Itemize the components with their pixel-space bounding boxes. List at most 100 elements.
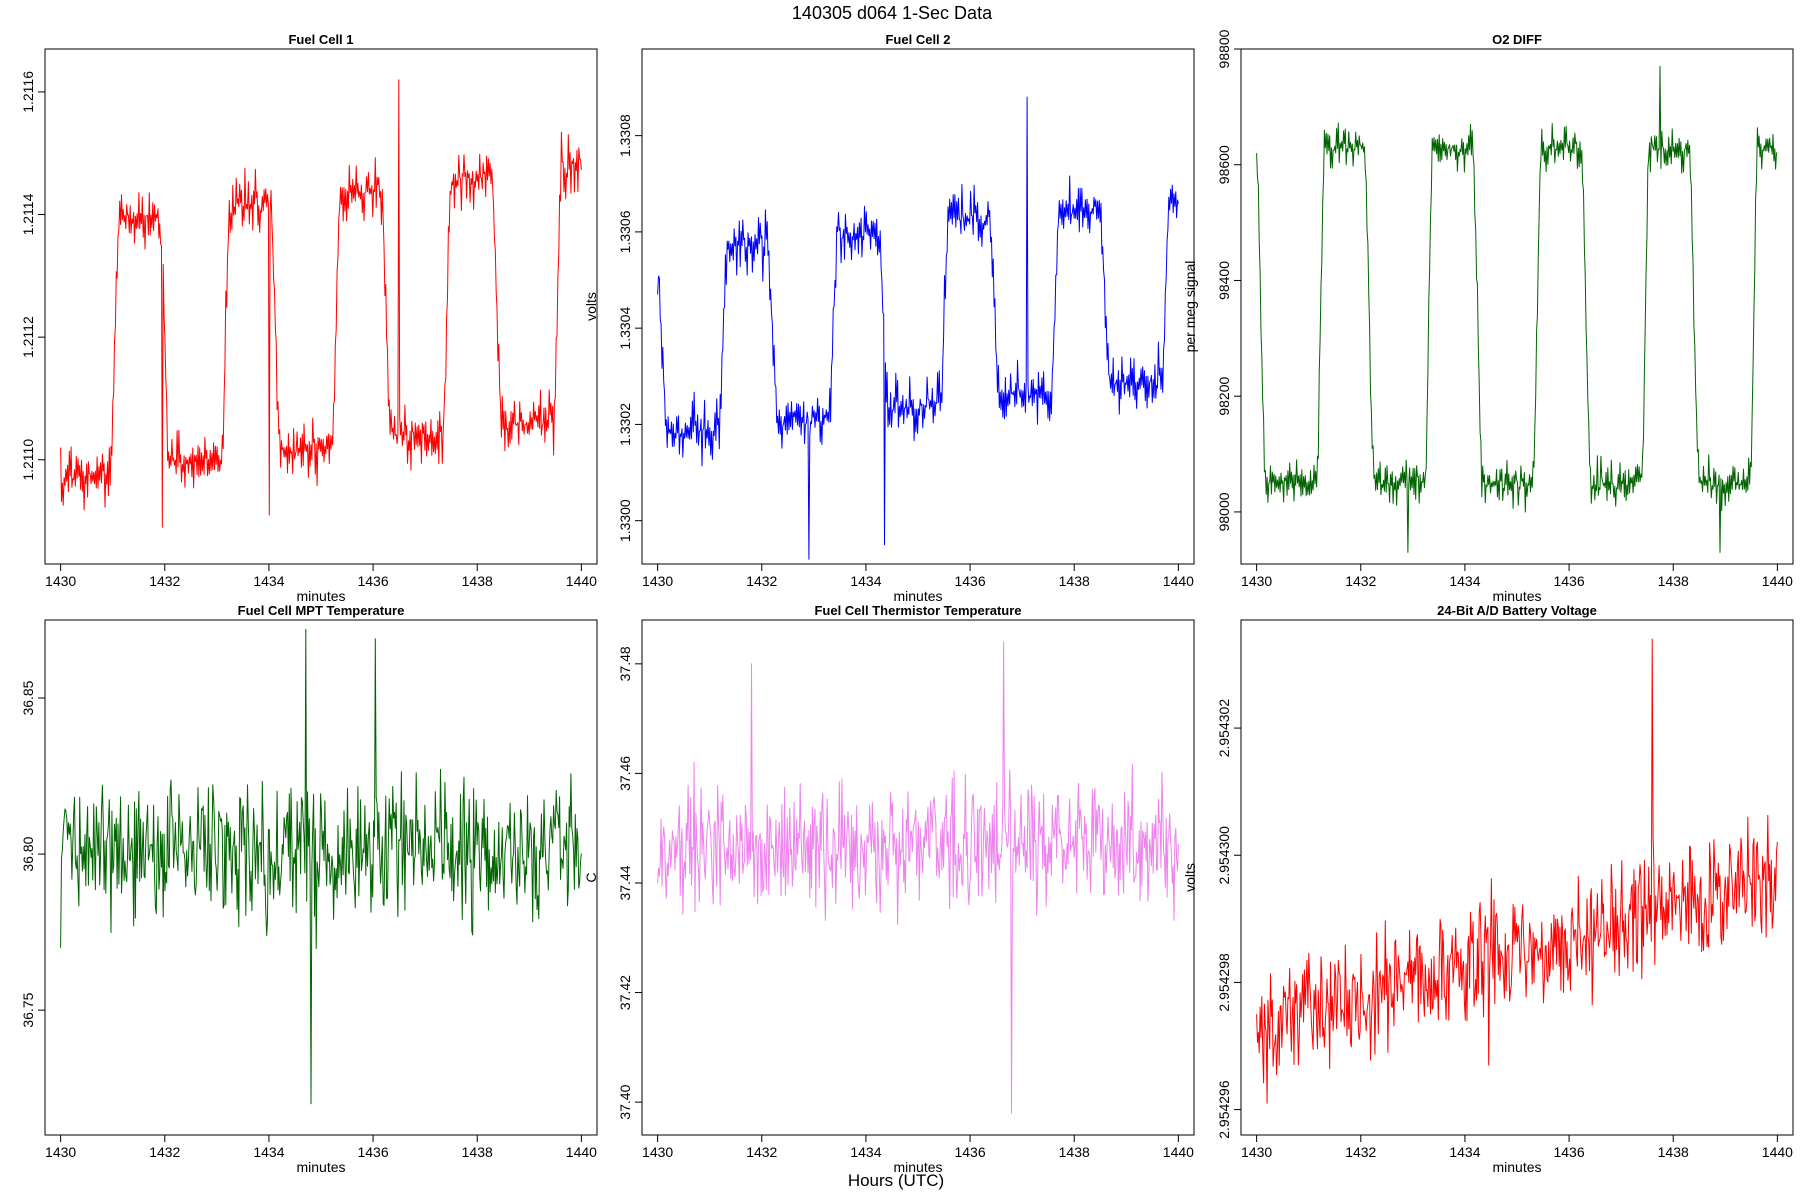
x-tick-label: 1438 (1658, 573, 1689, 589)
panel-o2-diff: O2 DIFF 1430 1432 1434 1436 1438 1440 minutes 98… (1182, 29, 1794, 604)
x-tick-label: 1438 (1658, 1144, 1689, 1160)
x-tick-label: 1434 (253, 1144, 284, 1160)
y-tick-label: 36.75 (20, 992, 36, 1027)
x-tick-label: 1430 (45, 573, 76, 589)
x-tick-label: 1432 (149, 573, 180, 589)
x-axis-label: minutes (893, 1159, 942, 1175)
panel-fuel-cell-2: Fuel Cell 2 1430 1432 1434 1436 1438 1440 minut… (583, 32, 1195, 604)
y-axis-label: C (583, 872, 599, 882)
y-tick-label: 1.2114 (20, 193, 36, 235)
x-tick-label: 1440 (1163, 573, 1194, 589)
y-axis-label: volts (583, 292, 599, 321)
x-tick-label: 1430 (45, 1144, 76, 1160)
x-tick-label: 1438 (462, 573, 493, 589)
x-tick-label: 1440 (566, 1144, 597, 1160)
series-line-fuel-cell-thermistor-temperature (657, 641, 1179, 1114)
x-axis-label: minutes (296, 588, 345, 604)
panel-title: Fuel Cell 2 (885, 32, 950, 47)
x-axis-label: minutes (296, 1159, 345, 1175)
y-tick-label: 98400 (1216, 261, 1232, 300)
bottom-axis-title: Hours (UTC) (848, 1171, 944, 1190)
x-tick-label: 1436 (1553, 1144, 1584, 1160)
x-tick-label: 1432 (1345, 573, 1376, 589)
panel-title: 24-Bit A/D Battery Voltage (1437, 603, 1597, 618)
y-tick-label: 1.3304 (617, 307, 633, 350)
series-line-o2-diff (1256, 65, 1778, 553)
y-tick-label: 37.46 (617, 756, 633, 791)
x-axis-label: minutes (1492, 1159, 1541, 1175)
y-tick-label: 1.2110 (20, 439, 36, 481)
x-tick-label: 1434 (1449, 573, 1480, 589)
panel-title: Fuel Cell 1 (288, 32, 353, 47)
x-tick-label: 1438 (462, 1144, 493, 1160)
x-axis-label: minutes (893, 588, 942, 604)
panel-24-bit-a-d-battery-voltage: 24-Bit A/D Battery Voltage 1430 1432 1434 14… (1182, 603, 1794, 1175)
x-tick-label: 1440 (566, 573, 597, 589)
page-title: 140305 d064 1-Sec Data (792, 3, 993, 23)
x-tick-label: 1430 (642, 573, 673, 589)
panel-fuel-cell-mpt-temperature: Fuel Cell MPT Temperature 1430 1432 1434 143… (0, 603, 598, 1175)
y-tick-label: 2.954298 (1216, 953, 1232, 1012)
series-line-fuel-cell-1 (60, 79, 582, 528)
x-tick-label: 1434 (1449, 1144, 1480, 1160)
series-line-fuel-cell-2 (657, 96, 1179, 560)
y-tick-label: 36.80 (20, 836, 36, 871)
x-tick-label: 1436 (357, 1144, 388, 1160)
y-tick-label: 37.48 (617, 646, 633, 681)
y-tick-label: 1.3308 (617, 114, 633, 157)
x-tick-label: 1432 (1345, 1144, 1376, 1160)
y-tick-label: 98000 (1216, 492, 1232, 531)
panel-title: Fuel Cell Thermistor Temperature (814, 603, 1021, 618)
y-tick-label: 1.3300 (617, 499, 633, 542)
y-tick-label: 1.2116 (20, 71, 36, 113)
y-tick-label: 1.3306 (617, 210, 633, 253)
x-tick-label: 1432 (149, 1144, 180, 1160)
x-tick-label: 1432 (746, 1144, 777, 1160)
x-tick-label: 1436 (954, 1144, 985, 1160)
x-tick-label: 1438 (1059, 1144, 1090, 1160)
x-tick-label: 1434 (850, 1144, 881, 1160)
series-line-fuel-cell-mpt-temperature (60, 628, 582, 1105)
series-line-24-bit-a-d-battery-voltage (1256, 638, 1778, 1104)
x-tick-label: 1434 (850, 573, 881, 589)
panel-title: Fuel Cell MPT Temperature (238, 603, 405, 618)
x-tick-label: 1434 (253, 573, 284, 589)
plot-frame (641, 619, 1195, 1136)
y-axis-label: C (0, 872, 2, 882)
y-tick-label: 1.3302 (617, 403, 633, 446)
plot-frame (44, 619, 598, 1136)
panel-fuel-cell-1: Fuel Cell 1 1430 1432 1434 1436 1438 1440 minut… (0, 32, 598, 604)
x-tick-label: 1430 (1241, 1144, 1272, 1160)
x-tick-label: 1438 (1059, 573, 1090, 589)
y-axis-label: per meg signal (1182, 261, 1198, 353)
panel-fuel-cell-thermistor-temperature: Fuel Cell Thermistor Temperature 1430 1432… (583, 603, 1195, 1175)
y-tick-label: 98600 (1216, 145, 1232, 184)
y-tick-label: 1.2112 (20, 316, 36, 358)
y-tick-label: 98800 (1216, 29, 1232, 68)
x-tick-label: 1432 (746, 573, 777, 589)
chart-panels: Fuel Cell 1 1430 1432 1434 1436 1438 1440 minut… (0, 29, 1794, 1175)
x-tick-label: 1430 (642, 1144, 673, 1160)
y-axis-label: volts (0, 292, 2, 321)
y-tick-label: 37.44 (617, 865, 633, 900)
y-tick-label: 2.954302 (1216, 699, 1232, 758)
x-tick-label: 1440 (1762, 1144, 1793, 1160)
plot-frame (1240, 48, 1794, 565)
x-tick-label: 1430 (1241, 573, 1272, 589)
x-axis-label: minutes (1492, 588, 1541, 604)
y-tick-label: 37.40 (617, 1084, 633, 1119)
y-tick-label: 2.954300 (1216, 826, 1232, 885)
y-tick-label: 98200 (1216, 377, 1232, 416)
x-tick-label: 1440 (1762, 573, 1793, 589)
x-tick-label: 1436 (1553, 573, 1584, 589)
y-tick-label: 2.954296 (1216, 1080, 1232, 1139)
y-tick-label: 36.85 (20, 680, 36, 715)
plot-frame (44, 48, 598, 565)
y-tick-label: 37.42 (617, 975, 633, 1010)
x-tick-label: 1440 (1163, 1144, 1194, 1160)
panel-title: O2 DIFF (1492, 32, 1542, 47)
y-axis-label: volts (1182, 863, 1198, 892)
x-tick-label: 1436 (357, 573, 388, 589)
x-tick-label: 1436 (954, 573, 985, 589)
